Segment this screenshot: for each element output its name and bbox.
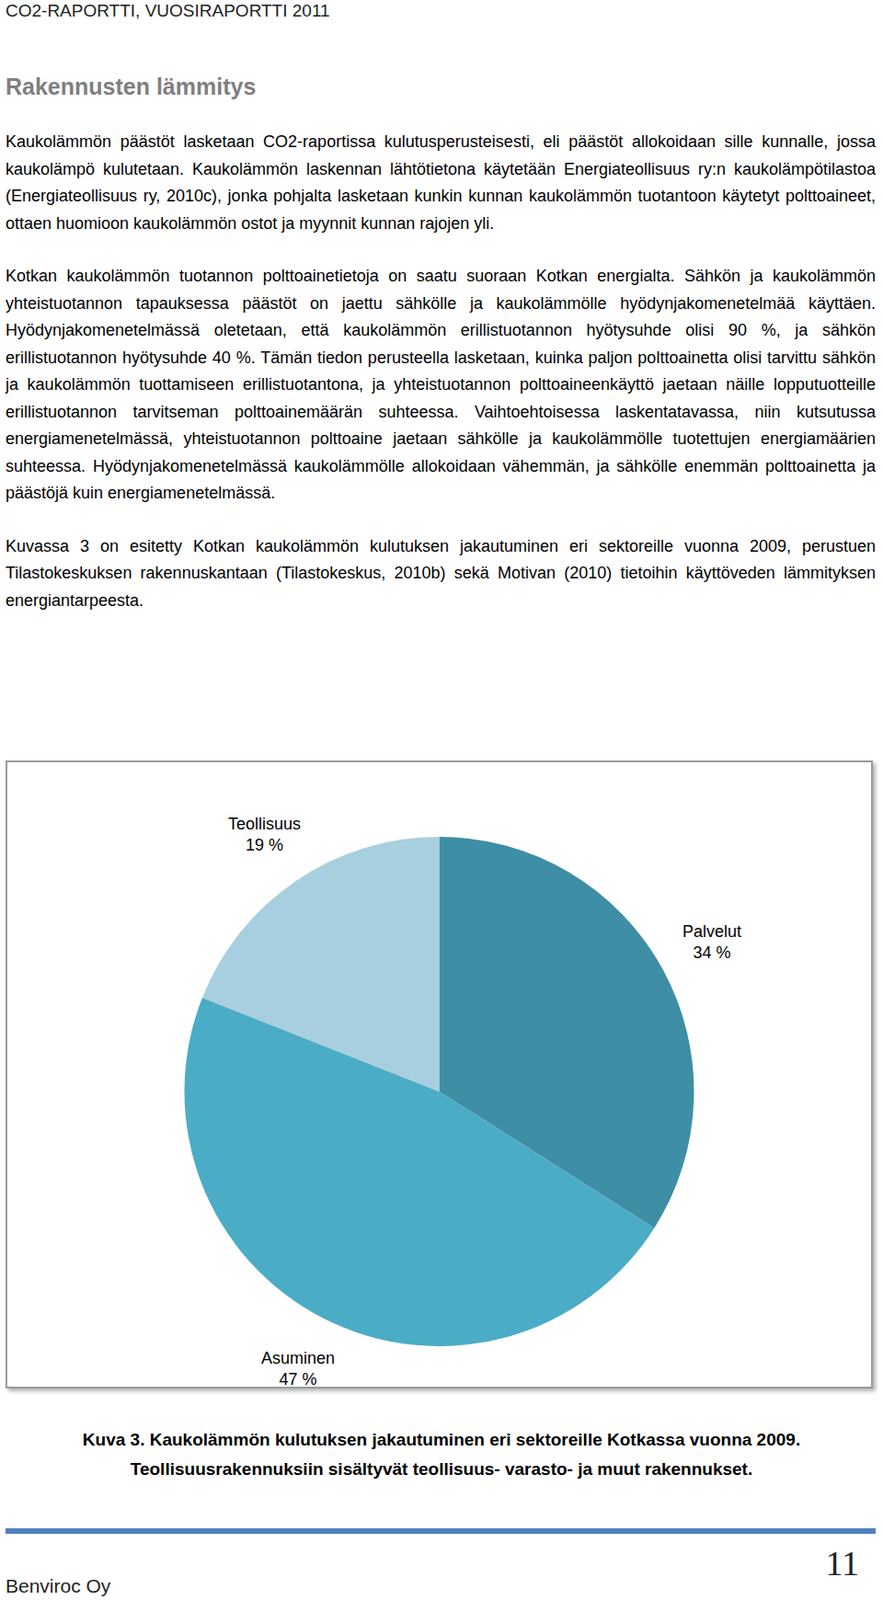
html-text:Kuva 3. Kaukolämmön kulutuksen: Kuva 3. Kaukolämmön kulutuksen jakautumi… <box>82 1430 801 1450</box>
html-text:Teollisuusrakennuksiin sisälty: Teollisuusrakennuksiin sisältyvät teolli… <box>130 1459 753 1480</box>
html-text:CO2-RAPORTTI, VUOSIRAPORTTI 20: CO2-RAPORTTI, VUOSIRAPORTTI 2011 <box>5 0 330 21</box>
html-text:Kotkan kaukolämmön tuotannon p: Kotkan kaukolämmön tuotannon polttoainet… <box>5 266 876 503</box>
svg-text:Teollisuus19 %: Teollisuus19 % <box>228 814 301 855</box>
html-text:11: 11 <box>825 1544 860 1583</box>
html-text:Benviroc Oy: Benviroc Oy <box>5 1575 111 1597</box>
svg-text:Asuminen47 %: Asuminen47 % <box>261 1349 335 1388</box>
html-text:Kaukolämmön päästöt lasketaan: Kaukolämmön päästöt lasketaan CO2-raport… <box>5 132 876 233</box>
html-text:Rakennusten lämmitys: Rakennusten lämmitys <box>5 73 256 100</box>
html-text:Kuvassa 3 on esitetty Kotkan k: Kuvassa 3 on esitetty Kotkan kaukolämmön… <box>5 536 876 610</box>
svg-text:Palvelut34 %: Palvelut34 % <box>682 922 742 963</box>
